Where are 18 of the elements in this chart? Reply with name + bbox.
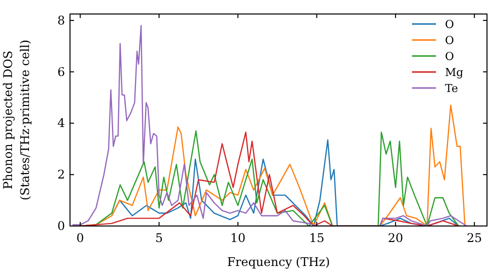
x-tick-label: 5 [155,231,163,245]
x-tick-label: 25 [466,231,482,245]
x-tick-label: 20 [388,231,404,245]
x-axis-title: Frequency (THz) [227,255,330,269]
x-tick-label: 10 [230,231,246,245]
y-tick-label: 2 [57,168,65,182]
y-tick-label: 6 [57,64,65,79]
legend-label: Te [445,82,458,95]
legend-label: O [445,34,454,47]
y-axis-title: Phonon projected DOS (States/THz·primitive cell) [1,40,32,200]
y-tick-label: 0 [57,219,65,233]
legend-label: Mg [445,66,464,79]
y-tick-label: 4 [57,116,66,130]
legend-label: O [445,18,454,31]
x-tick-label: 0 [76,231,84,245]
x-tick-label: 15 [309,231,324,245]
legend-label: O [445,50,454,63]
y-tick-label: 8 [57,13,65,28]
